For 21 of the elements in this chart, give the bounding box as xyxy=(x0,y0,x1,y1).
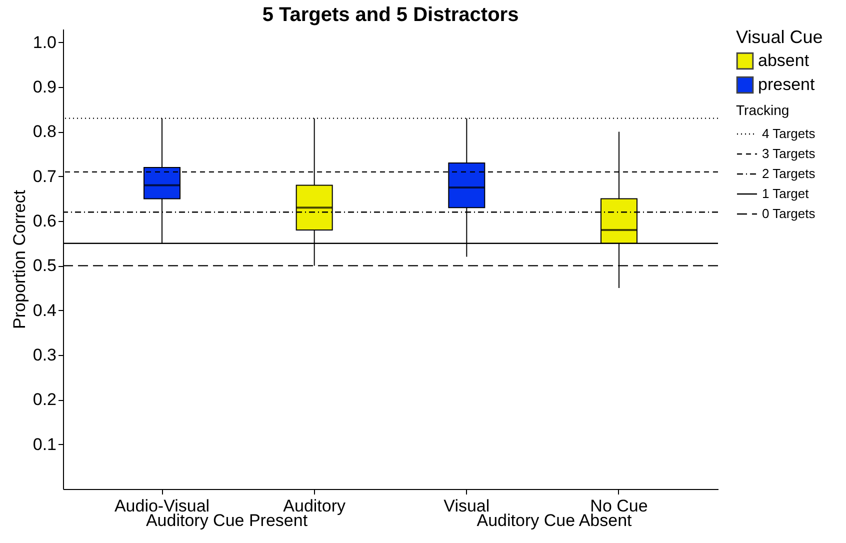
y-tick-label: 0.2 xyxy=(32,390,56,410)
y-tick-label: 1.0 xyxy=(32,32,56,52)
y-tick-label: 0.7 xyxy=(32,166,56,186)
legend-label: 1 Target xyxy=(762,186,810,201)
legend-label: 3 Targets xyxy=(762,146,816,161)
legend-label: 4 Targets xyxy=(762,126,816,141)
text: Tracking xyxy=(736,102,790,118)
legend-label: present xyxy=(758,75,815,94)
y-tick-label: 0.8 xyxy=(32,122,56,142)
y-tick-label: 0.3 xyxy=(32,346,56,365)
y-axis-title: Proportion Correct xyxy=(10,190,29,329)
legend-title: Visual Cue xyxy=(736,27,823,47)
y-tick-label: 0.6 xyxy=(32,212,56,231)
legend-label: 2 Targets xyxy=(762,166,816,181)
chart-title: 5 Targets and 5 Distractors xyxy=(262,4,519,26)
y-tick-label: 0.4 xyxy=(32,300,56,320)
legend-label: 0 Targets xyxy=(762,206,816,221)
y-tick-label: 0.1 xyxy=(32,434,56,454)
y-tick-label: 0.5 xyxy=(32,256,56,276)
legend-label: absent xyxy=(758,51,810,70)
y-tick-label: 0.9 xyxy=(32,78,56,97)
